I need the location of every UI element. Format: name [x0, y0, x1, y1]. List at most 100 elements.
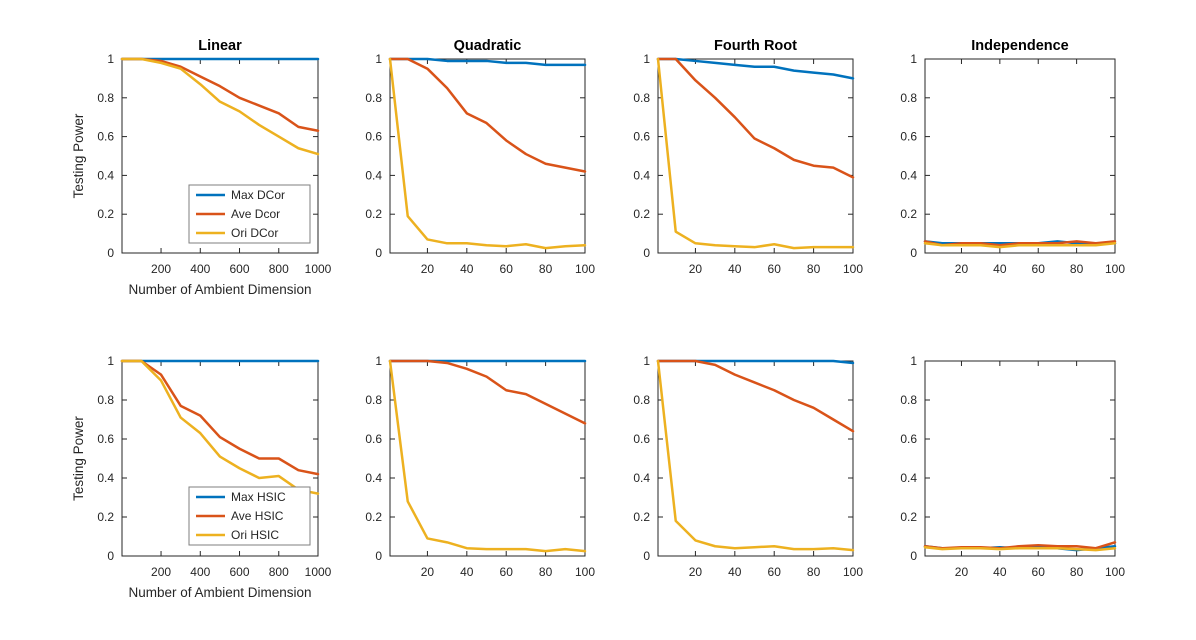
y-tick-label: 0 — [643, 246, 650, 260]
axes-box-independence — [924, 58, 1116, 254]
y-tick-label: 1 — [375, 52, 382, 66]
y-tick-label: 0.2 — [633, 510, 650, 524]
x-tick-label: 100 — [1105, 262, 1125, 276]
x-tick-label: 80 — [807, 565, 821, 579]
y-tick-label: 0.2 — [97, 207, 114, 221]
x-tick-label: 20 — [689, 262, 703, 276]
series-line-ave-hsic — [120, 359, 320, 476]
x-tick-label: 60 — [1032, 262, 1046, 276]
y-tick-label: 0 — [375, 246, 382, 260]
subplot-title-fourth-root: Fourth Root — [714, 38, 797, 54]
y-tick-label: 0.8 — [97, 91, 114, 105]
x-tick-label: 20 — [421, 565, 435, 579]
x-tick-label: 20 — [955, 565, 969, 579]
x-tick-label: 600 — [230, 262, 250, 276]
x-tick-label: 200 — [151, 262, 171, 276]
x-axis-label: Number of Ambient Dimension — [128, 282, 311, 297]
y-tick-label: 0.6 — [633, 130, 650, 144]
x-tick-label: 200 — [151, 565, 171, 579]
series-line-ave-dcor — [388, 57, 587, 173]
legend-label-ori-dcor: Ori DCor — [231, 226, 278, 240]
y-tick-label: 0.2 — [365, 510, 382, 524]
x-tick-label: 80 — [807, 262, 821, 276]
y-tick-label: 1 — [643, 354, 650, 368]
x-tick-label: 60 — [768, 262, 782, 276]
x-tick-label: 60 — [768, 565, 782, 579]
series-line-ori-hsic — [388, 359, 587, 553]
axes-box-fourth-root — [657, 58, 854, 254]
y-tick-label: 0.2 — [633, 207, 650, 221]
x-tick-label: 60 — [500, 262, 514, 276]
series-line-max-dcor — [388, 57, 587, 67]
subplot-title-independence: Independence — [971, 38, 1069, 54]
y-tick-label: 0.4 — [633, 168, 650, 182]
y-tick-label: 0.2 — [900, 510, 917, 524]
y-tick-label: 0.2 — [900, 207, 917, 221]
legend-label-max-dcor: Max DCor — [231, 188, 285, 202]
y-tick-label: 0.8 — [365, 393, 382, 407]
y-tick-label: 0.8 — [900, 91, 917, 105]
subplot-title-quadratic: Quadratic — [454, 38, 522, 54]
x-tick-label: 40 — [728, 262, 742, 276]
x-tick-label: 100 — [575, 262, 595, 276]
axes-box-quadratic — [389, 58, 586, 254]
x-tick-label: 400 — [190, 565, 210, 579]
axes-box-row2-col4 — [924, 360, 1116, 557]
x-tick-label: 100 — [843, 565, 863, 579]
y-tick-label: 0.8 — [97, 393, 114, 407]
y-tick-label: 0 — [107, 246, 114, 260]
y-tick-label: 1 — [375, 354, 382, 368]
y-tick-label: 0.4 — [900, 168, 917, 182]
y-tick-label: 0.6 — [633, 432, 650, 446]
y-tick-label: 0.6 — [365, 130, 382, 144]
legend-label-ave-hsic: Ave HSIC — [231, 509, 284, 523]
y-tick-label: 0.4 — [365, 168, 382, 182]
y-tick-label: 0.4 — [97, 168, 114, 182]
y-tick-label: 0 — [375, 549, 382, 563]
y-tick-label: 1 — [910, 52, 917, 66]
x-tick-label: 40 — [993, 565, 1007, 579]
series-line-ori-dcor — [120, 57, 320, 156]
x-tick-label: 20 — [955, 262, 969, 276]
series-line-ori-dcor — [388, 57, 587, 250]
y-tick-label: 0.2 — [365, 207, 382, 221]
y-tick-label: 1 — [107, 52, 114, 66]
y-tick-label: 0.6 — [900, 432, 917, 446]
legend-label-max-hsic: Max HSIC — [231, 490, 286, 504]
y-tick-label: 0.4 — [365, 471, 382, 485]
subplot-title-linear: Linear — [198, 38, 242, 54]
y-tick-label: 0.8 — [900, 393, 917, 407]
legend-label-ave-dcor: Ave Dcor — [231, 207, 280, 221]
y-tick-label: 0.6 — [97, 432, 114, 446]
y-tick-label: 0 — [910, 246, 917, 260]
y-tick-label: 0.6 — [900, 130, 917, 144]
series-line-ave-dcor — [656, 57, 855, 179]
axes-box-row2-col3 — [657, 360, 854, 557]
x-tick-label: 60 — [500, 565, 514, 579]
y-tick-label: 0 — [643, 549, 650, 563]
series-line-ave-hsic — [656, 359, 855, 433]
series-line-max-dcor — [656, 57, 855, 80]
series-line-ave-hsic — [388, 359, 587, 425]
axes-box-row2-col2 — [389, 360, 586, 557]
y-tick-label: 1 — [107, 354, 114, 368]
x-tick-label: 100 — [843, 262, 863, 276]
x-tick-label: 40 — [460, 262, 474, 276]
y-tick-label: 0 — [107, 549, 114, 563]
x-tick-label: 600 — [230, 565, 250, 579]
x-axis-label: Number of Ambient Dimension — [128, 585, 311, 600]
y-tick-label: 0.8 — [365, 91, 382, 105]
x-tick-label: 1000 — [305, 565, 332, 579]
x-tick-label: 20 — [421, 262, 435, 276]
x-tick-label: 40 — [728, 565, 742, 579]
x-tick-label: 40 — [460, 565, 474, 579]
series-line-ori-dcor — [656, 57, 855, 250]
series-line-ori-hsic — [923, 545, 1117, 552]
y-tick-label: 0.6 — [97, 130, 114, 144]
series-line-ori-hsic — [656, 359, 855, 552]
series-line-ave-dcor — [923, 240, 1117, 247]
y-tick-label: 0.6 — [365, 432, 382, 446]
series-line-ori-hsic — [120, 359, 320, 495]
y-tick-label: 0.8 — [633, 91, 650, 105]
